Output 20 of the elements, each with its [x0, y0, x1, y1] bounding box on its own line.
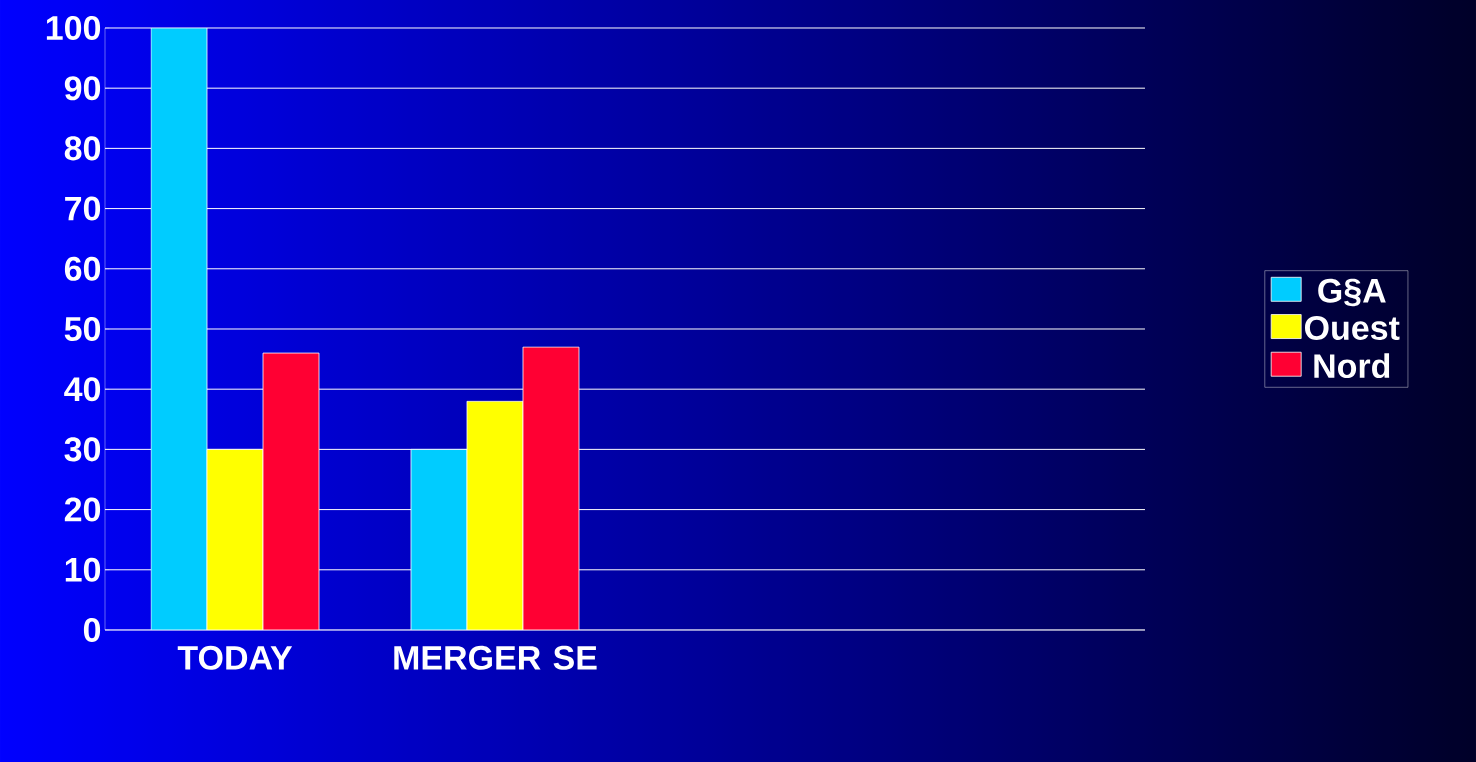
y-tick-label: 90: [64, 76, 101, 101]
y-tick-label: 30: [64, 437, 101, 462]
y-tick-label: 0: [83, 617, 101, 643]
y-tick-label: 40: [64, 377, 101, 402]
bar: [466, 400, 524, 630]
bar: [206, 448, 264, 630]
x-tick-label: MERGER SE: [394, 645, 597, 670]
y-tick-label: 70: [65, 196, 101, 221]
y-tick-label: 80: [64, 136, 101, 161]
y-tick-label: 20: [64, 497, 101, 522]
legend-label: Nord: [1314, 353, 1390, 379]
bar: [262, 352, 320, 630]
x-tick-label: TODAY: [177, 645, 293, 670]
y-tick-label: 100: [46, 15, 101, 41]
y-tick-label: 60: [64, 256, 101, 281]
legend-label: G§A: [1318, 278, 1386, 307]
legend-label: Ouest: [1304, 315, 1400, 340]
y-tick-label: 50: [64, 316, 101, 342]
bar: [522, 346, 580, 630]
y-tick-label: 10: [65, 557, 101, 582]
